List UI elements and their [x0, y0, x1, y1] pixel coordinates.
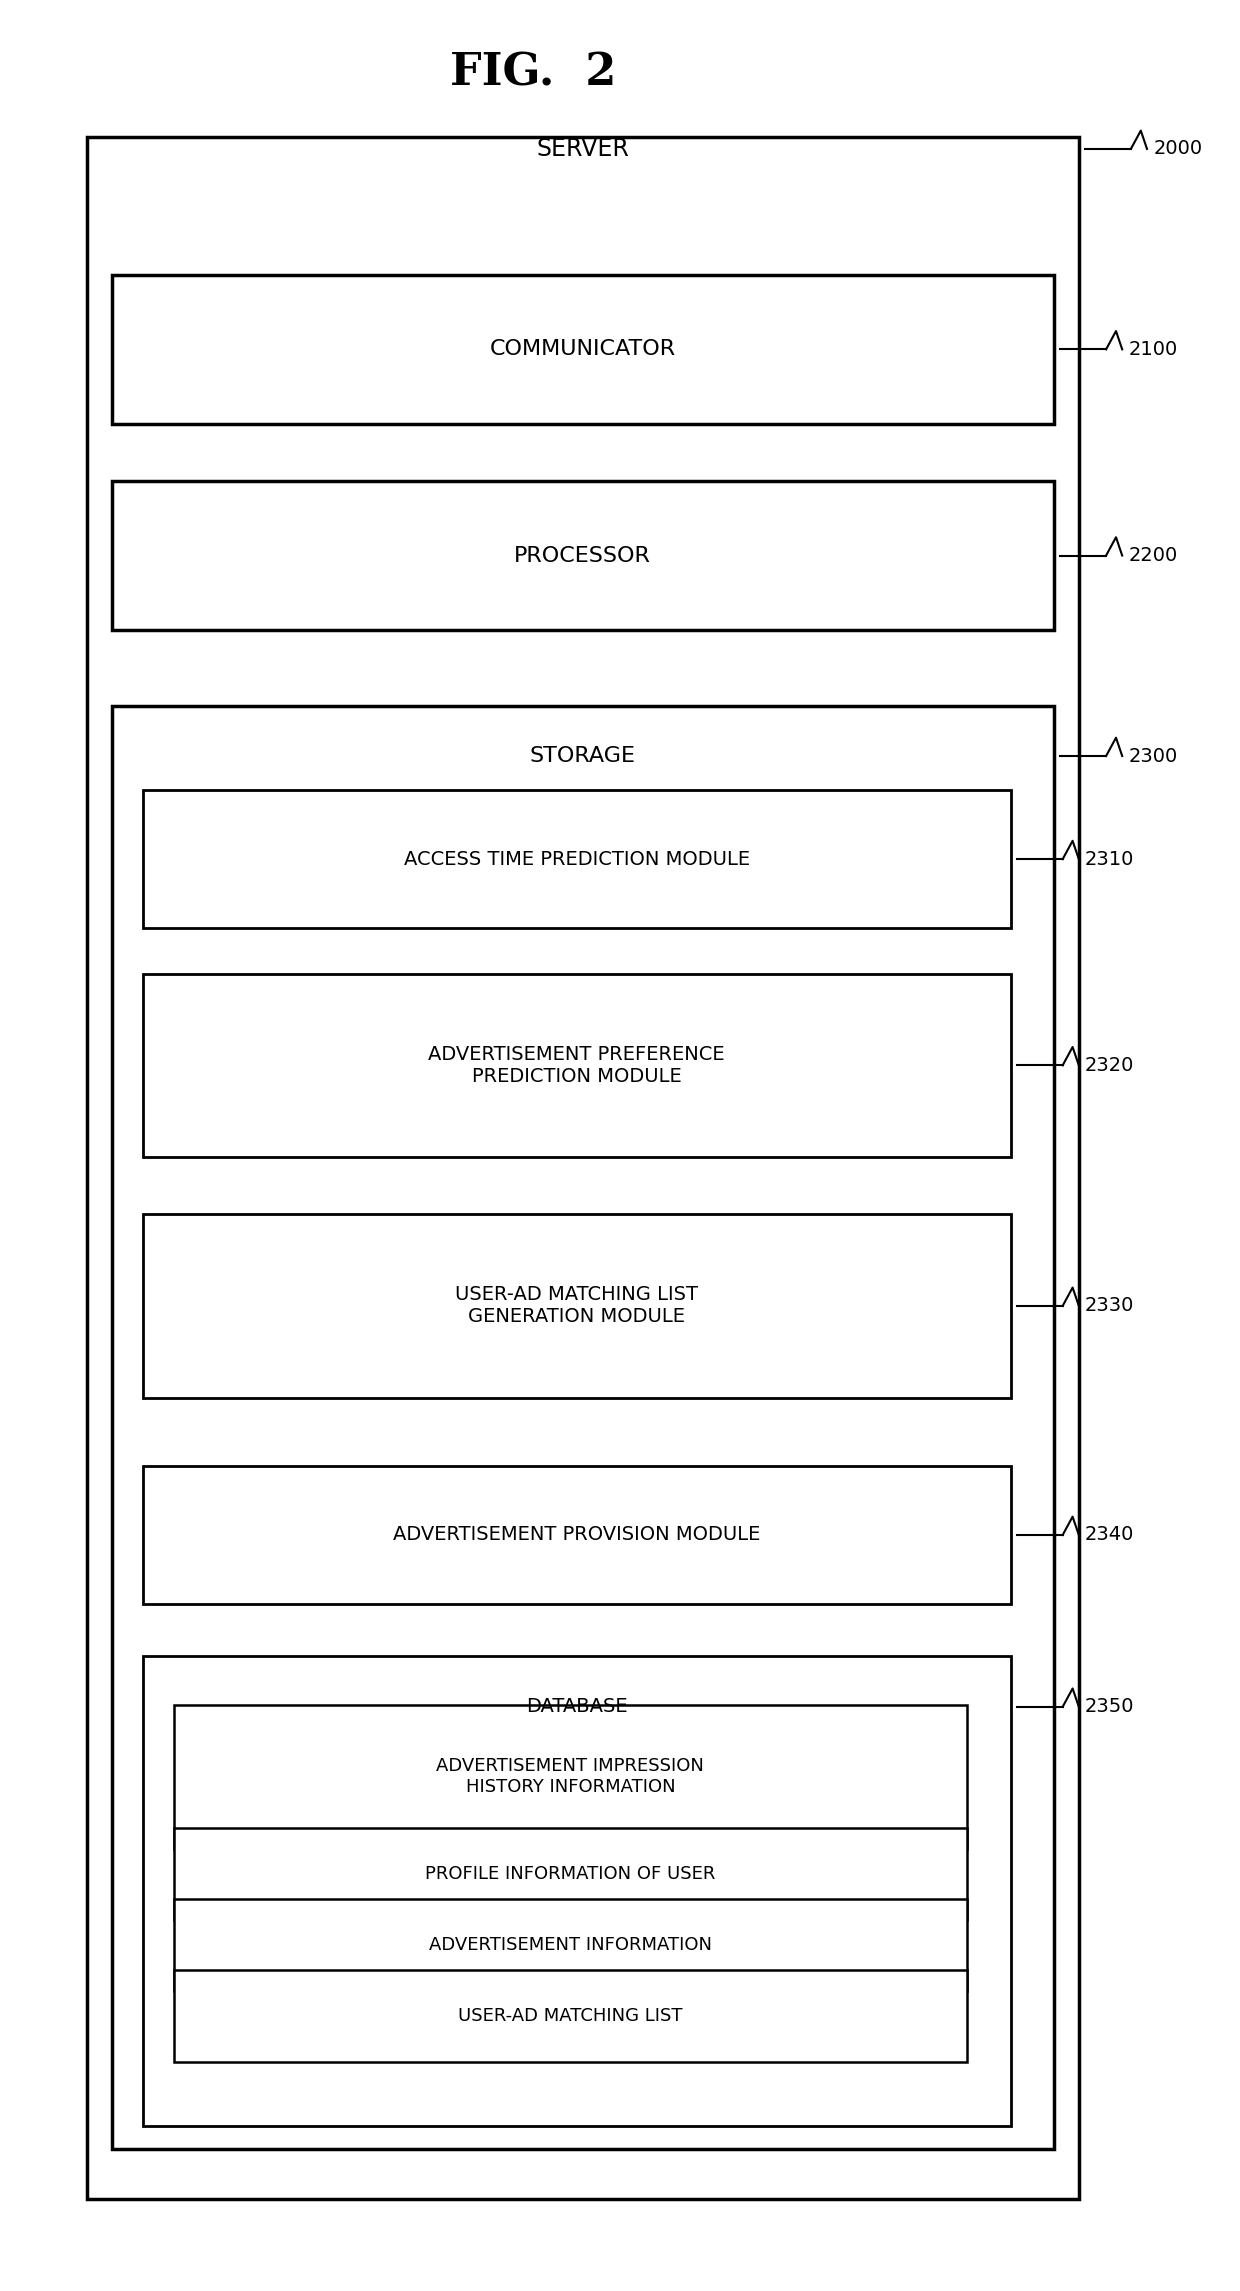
Text: FIG.  2: FIG. 2 [450, 53, 616, 94]
Bar [87, 137, 1079, 2199]
Bar [143, 974, 1011, 1157]
Text: ADVERTISEMENT IMPRESSION
HISTORY INFORMATION: ADVERTISEMENT IMPRESSION HISTORY INFORMA… [436, 1757, 704, 1796]
Text: 2320: 2320 [1085, 1056, 1135, 1074]
Bar [174, 1705, 967, 1849]
Text: COMMUNICATOR: COMMUNICATOR [490, 339, 676, 360]
Text: 2000: 2000 [1153, 140, 1203, 158]
Text: USER-AD MATCHING LIST
GENERATION MODULE: USER-AD MATCHING LIST GENERATION MODULE [455, 1285, 698, 1326]
Bar [143, 790, 1011, 928]
Text: SERVER: SERVER [537, 137, 629, 160]
Bar [112, 275, 1054, 424]
Bar [174, 1970, 967, 2062]
Text: USER-AD MATCHING LIST: USER-AD MATCHING LIST [458, 2007, 683, 2025]
Text: 2200: 2200 [1128, 545, 1178, 566]
Bar [112, 706, 1054, 2149]
Text: ACCESS TIME PREDICTION MODULE: ACCESS TIME PREDICTION MODULE [403, 850, 750, 868]
Bar [174, 1828, 967, 1920]
Bar [143, 1214, 1011, 1398]
Text: 2100: 2100 [1128, 339, 1178, 360]
Text: ADVERTISEMENT INFORMATION: ADVERTISEMENT INFORMATION [429, 1936, 712, 1954]
Text: 2340: 2340 [1085, 1526, 1135, 1544]
Text: PROCESSOR: PROCESSOR [515, 545, 651, 566]
Text: 2310: 2310 [1085, 850, 1135, 868]
Bar [143, 1656, 1011, 2126]
Bar [174, 1899, 967, 1991]
Text: STORAGE: STORAGE [529, 747, 636, 765]
Bar [143, 1466, 1011, 1604]
Text: DATABASE: DATABASE [526, 1698, 627, 1716]
Text: PROFILE INFORMATION OF USER: PROFILE INFORMATION OF USER [425, 1865, 715, 1883]
Text: ADVERTISEMENT PREFERENCE
PREDICTION MODULE: ADVERTISEMENT PREFERENCE PREDICTION MODU… [428, 1045, 725, 1086]
Text: ADVERTISEMENT PROVISION MODULE: ADVERTISEMENT PROVISION MODULE [393, 1526, 760, 1544]
Text: 2300: 2300 [1128, 747, 1178, 765]
Bar [112, 481, 1054, 630]
Text: 2330: 2330 [1085, 1297, 1135, 1315]
Text: 2350: 2350 [1085, 1698, 1135, 1716]
